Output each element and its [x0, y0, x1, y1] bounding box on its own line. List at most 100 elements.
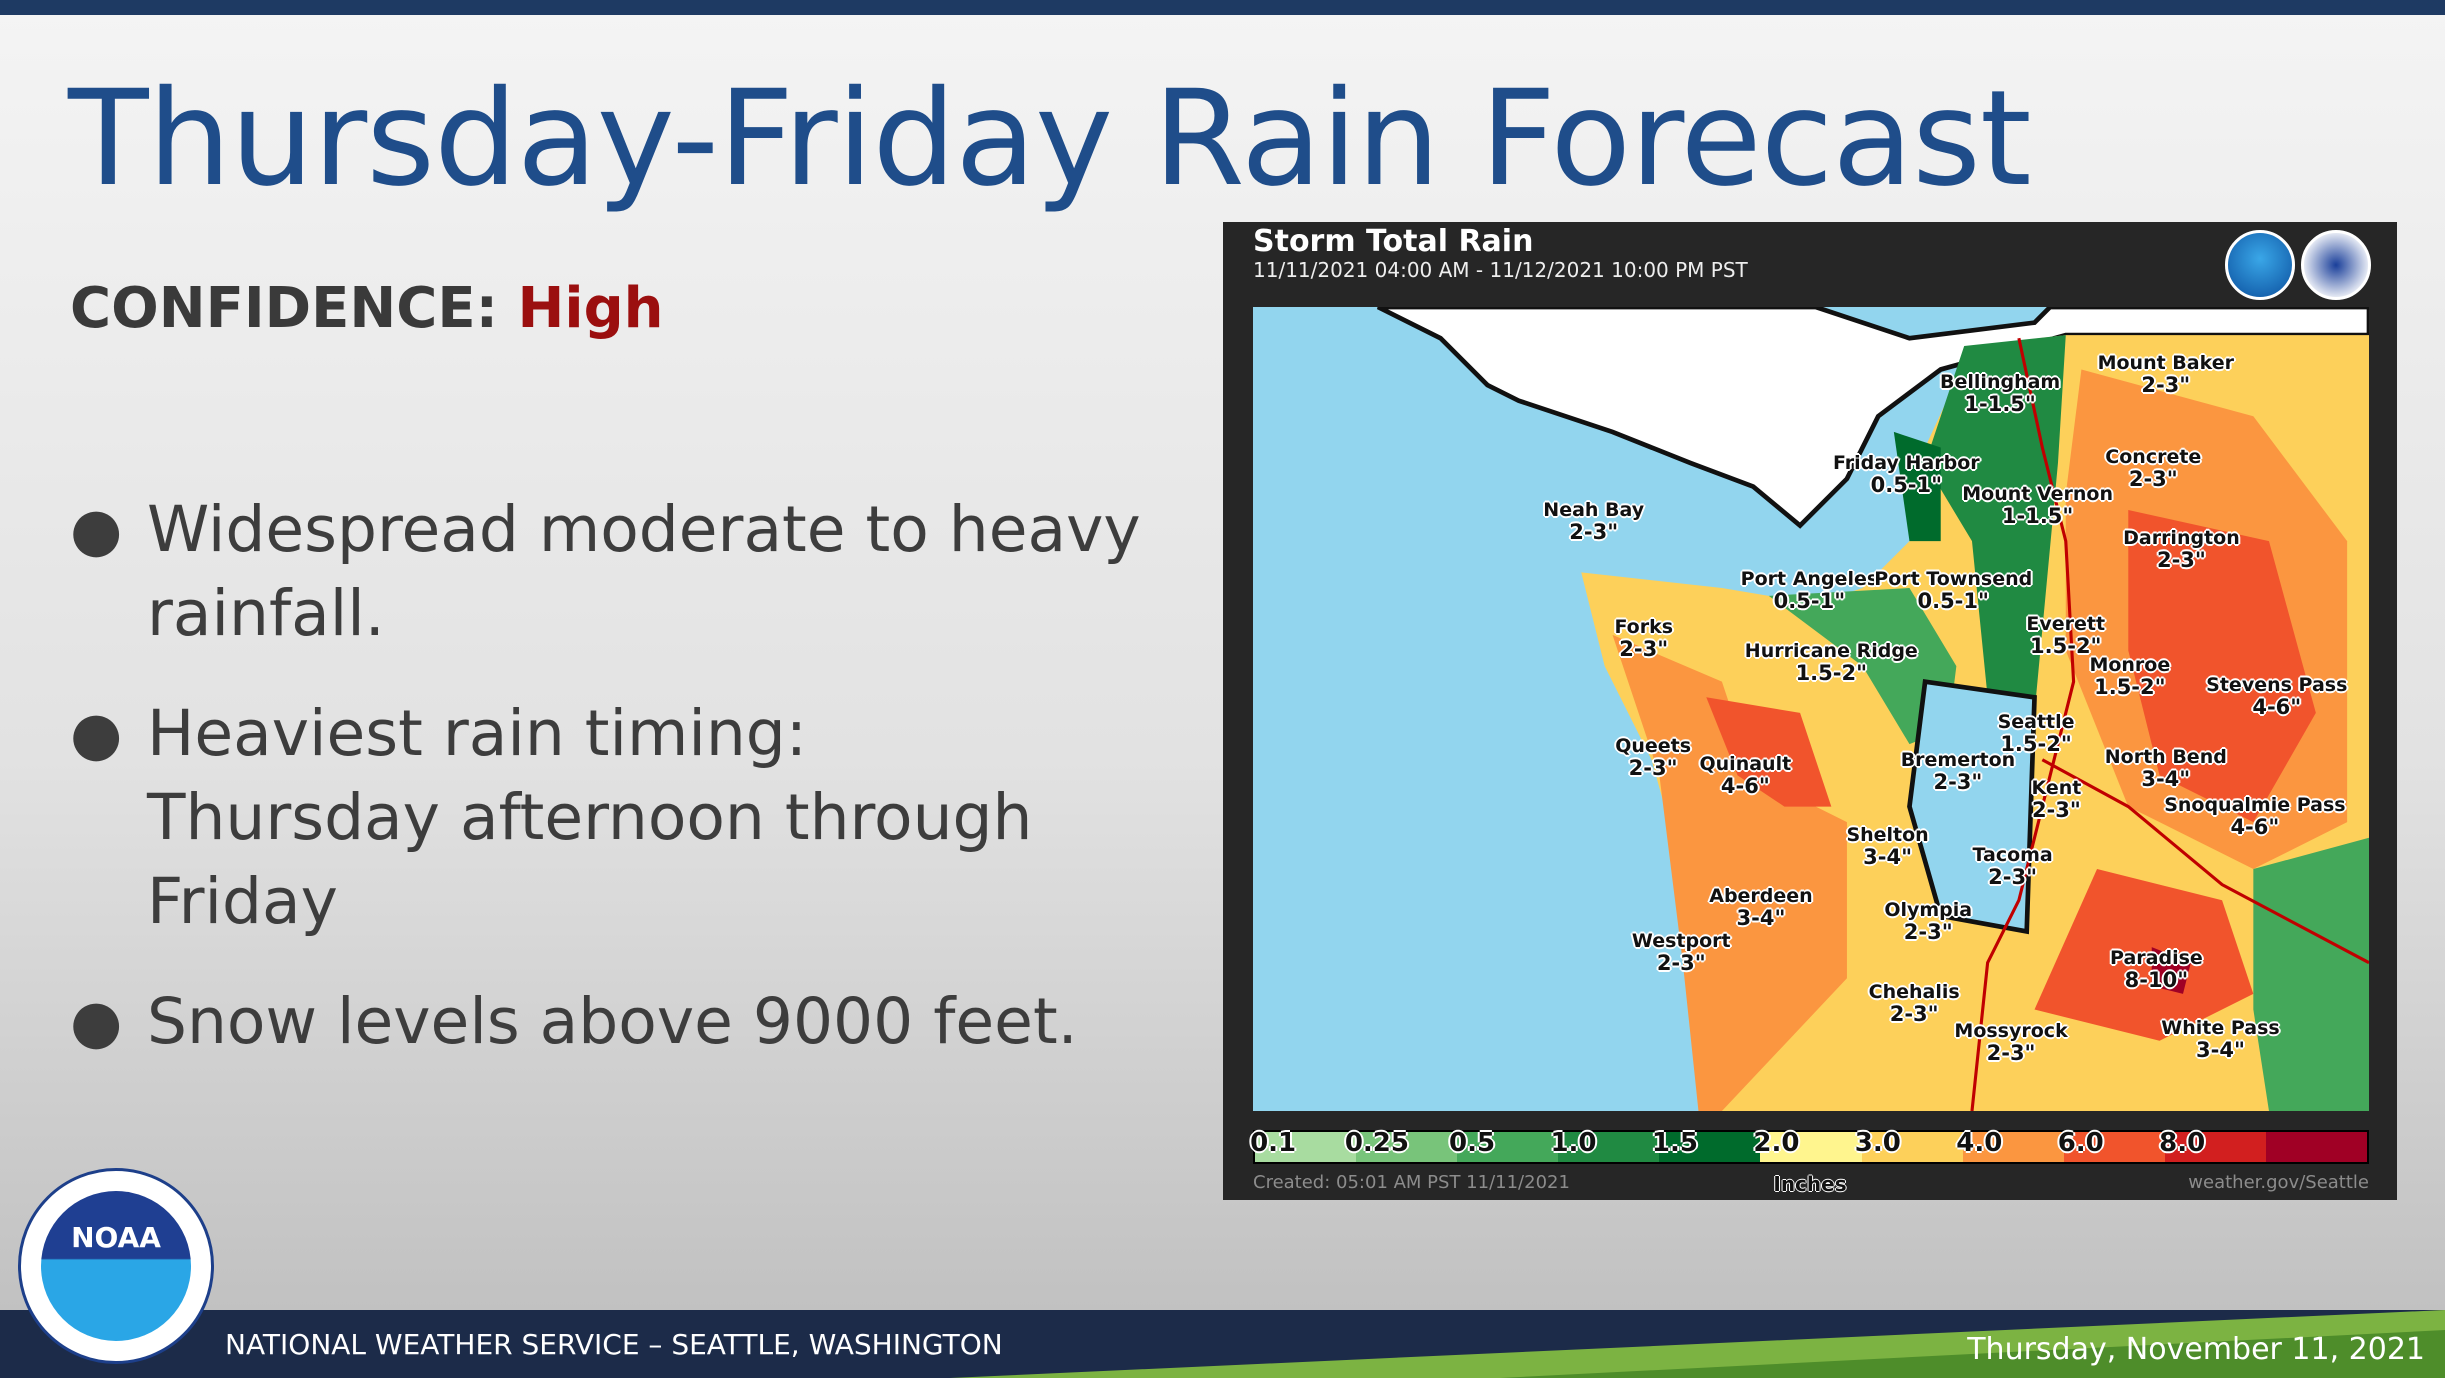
bullet-text: Snow levels above 9000 feet. — [147, 985, 1078, 1058]
map-label-seattle: Seattle 1.5-2" — [1998, 711, 2075, 755]
bullet-item: ● Heaviest rain timing: Thursday afternoo… — [70, 692, 1190, 944]
label-amount: 2-3" — [1889, 1002, 1939, 1027]
slide-title: Thursday-Friday Rain Forecast — [68, 62, 2032, 216]
label-place: Olympia — [1884, 898, 1973, 921]
map-label-port-angeles: Port Angeles 0.5-1" — [1741, 568, 1878, 612]
bullet-item: ● Snow levels above 9000 feet. — [70, 980, 1190, 1064]
label-amount: 1.5-2" — [1795, 660, 1868, 685]
label-amount: 4-6" — [2252, 694, 2302, 719]
map-label-mount-vernon: Mount Vernon 1-1.5" — [1962, 483, 2113, 527]
label-place: Stevens Pass — [2206, 673, 2348, 696]
label-place: Darrington — [2123, 527, 2240, 550]
map-label-snoqualmie-pass: Snoqualmie Pass 4-6" — [2164, 794, 2345, 838]
label-place: Snoqualmie Pass — [2164, 794, 2346, 817]
map-label-bellingham: Bellingham 1-1.5" — [1940, 371, 2060, 415]
label-place: Concrete — [2105, 445, 2202, 468]
colorbar-units: Inches — [1773, 1172, 1847, 1196]
bullet-icon: ● — [70, 699, 123, 769]
bullet-item: ● Widespread moderate to heavy rainfall. — [70, 488, 1190, 656]
map-label-olympia: Olympia 2-3" — [1884, 899, 1972, 943]
label-amount: 3-4" — [1736, 905, 1786, 930]
label-place: Bellingham — [1940, 371, 2061, 393]
bullet-list: ● Widespread moderate to heavy rainfall. … — [70, 488, 1190, 1100]
colorbar-segment — [2164, 1132, 2266, 1162]
label-amount: 3-4" — [2196, 1038, 2245, 1063]
noaa-logo-text: NOAA — [41, 1191, 191, 1341]
label-place: Mount Vernon — [1962, 483, 2113, 506]
rain-forecast-map-panel: Storm Total Rain 11/11/2021 04:00 AM - 1… — [1223, 222, 2397, 1200]
label-amount: 2-3" — [1988, 865, 2038, 890]
label-amount: 2-3" — [2141, 373, 2191, 398]
label-place: Port Townsend — [1874, 567, 2033, 590]
colorbar-tick-label: 1.5 — [1651, 1128, 1698, 1158]
map-label-chehalis: Chehalis 2-3" — [1869, 981, 1960, 1025]
created-timestamp: Created: 05:01 AM PST 11/11/2021 — [1253, 1172, 1570, 1193]
map-label-white-pass: White Pass 3-4" — [2161, 1017, 2279, 1061]
map-label-port-townsend: Port Townsend 0.5-1" — [1874, 568, 2032, 612]
map-label-friday-harbor: Friday Harbor 0.5-1" — [1833, 452, 1980, 496]
confidence-statement: CONFIDENCE: High — [70, 276, 664, 341]
colorbar-tick-label: 1.0 — [1550, 1128, 1597, 1158]
footer-date: Thursday, November 11, 2021 — [1967, 1332, 2425, 1367]
agency-logos — [2225, 230, 2371, 300]
map-label-mount-baker: Mount Baker 2-3" — [2098, 352, 2234, 396]
colorbar-tick-label: 0.5 — [1448, 1128, 1496, 1158]
label-place: Chehalis — [1868, 981, 1960, 1004]
label-amount: 4-6" — [2230, 815, 2280, 840]
label-amount: 3-4" — [2141, 766, 2191, 791]
map-label-bremerton: Bremerton 2-3" — [1901, 749, 2015, 793]
confidence-label: CONFIDENCE: — [70, 276, 499, 341]
label-place: Neah Bay — [1543, 499, 1645, 522]
label-place: Port Angeles — [1740, 567, 1879, 590]
label-amount: 0.5-1" — [1773, 588, 1846, 613]
rainfall-map: Bellingham 1-1.5" Mount Baker 2-3" Friday Ha… — [1253, 307, 2369, 1111]
label-place: Everett — [2026, 612, 2106, 635]
label-place: Shelton — [1846, 823, 1929, 846]
colorbar-segment — [1356, 1132, 1458, 1162]
label-place: Friday Harbor — [1833, 452, 1980, 475]
map-label-mossyrock: Mossyrock 2-3" — [1954, 1020, 2067, 1064]
label-amount: 1.5-2" — [2000, 732, 2072, 757]
colorbar-segment — [2265, 1132, 2368, 1162]
label-place: Paradise — [2110, 947, 2203, 970]
label-place: Queets — [1615, 734, 1692, 757]
colorbar-tick-label: 8.0 — [2159, 1128, 2206, 1158]
map-label-stevens-pass: Stevens Pass 4-6" — [2206, 674, 2347, 718]
label-amount: 2-3" — [2156, 548, 2206, 573]
rainfall-colorbar — [1253, 1130, 2369, 1164]
colorbar-tick-label: 3.0 — [1854, 1128, 1901, 1158]
colorbar-tick-label: 2.0 — [1753, 1128, 1800, 1158]
label-amount: 1.5-2" — [2094, 674, 2166, 699]
label-amount: 0.5-1" — [1870, 473, 1943, 498]
map-label-shelton: Shelton 3-4" — [1846, 824, 1928, 868]
map-label-everett: Everett 1.5-2" — [2026, 613, 2105, 657]
label-amount: 2-3" — [2128, 466, 2178, 491]
map-label-queets: Queets 2-3" — [1615, 735, 1691, 779]
confidence-value: High — [517, 276, 664, 341]
bullet-icon: ● — [70, 987, 123, 1057]
label-amount: 2-3" — [1619, 637, 1669, 662]
label-place: Aberdeen — [1709, 884, 1813, 907]
map-label-concrete: Concrete 2-3" — [2105, 446, 2201, 490]
map-label-monroe: Monroe 1.5-2" — [2089, 654, 2170, 698]
footer-bar: NATIONAL WEATHER SERVICE – SEATTLE, WASH… — [0, 1310, 2445, 1378]
nws-logo-icon — [2301, 230, 2371, 300]
label-place: Kent — [2031, 776, 2082, 799]
colorbar-tick-label: 6.0 — [2057, 1128, 2104, 1158]
footer-organization: NATIONAL WEATHER SERVICE – SEATTLE, WASH… — [225, 1328, 1003, 1361]
map-label-aberdeen: Aberdeen 3-4" — [1709, 885, 1812, 929]
label-amount: 3-4" — [1863, 844, 1913, 869]
label-place: Westport — [1631, 929, 1731, 952]
label-amount: 4-6" — [1720, 774, 1770, 799]
colorbar-segment — [1861, 1132, 1963, 1162]
label-place: Monroe — [2089, 653, 2171, 676]
noaa-logo-icon — [2225, 230, 2295, 300]
label-place: Mount Baker — [2097, 352, 2234, 375]
label-place: North Bend — [2104, 745, 2227, 768]
map-label-darrington: Darrington 2-3" — [2123, 527, 2240, 571]
top-accent-bar — [0, 0, 2445, 15]
bullet-text: Heaviest rain timing: Thursday afternoon… — [147, 697, 1033, 938]
label-place: Hurricane Ridge — [1744, 639, 1918, 662]
colorbar-segment — [1457, 1132, 1559, 1162]
colorbar-segment — [1255, 1132, 1357, 1162]
